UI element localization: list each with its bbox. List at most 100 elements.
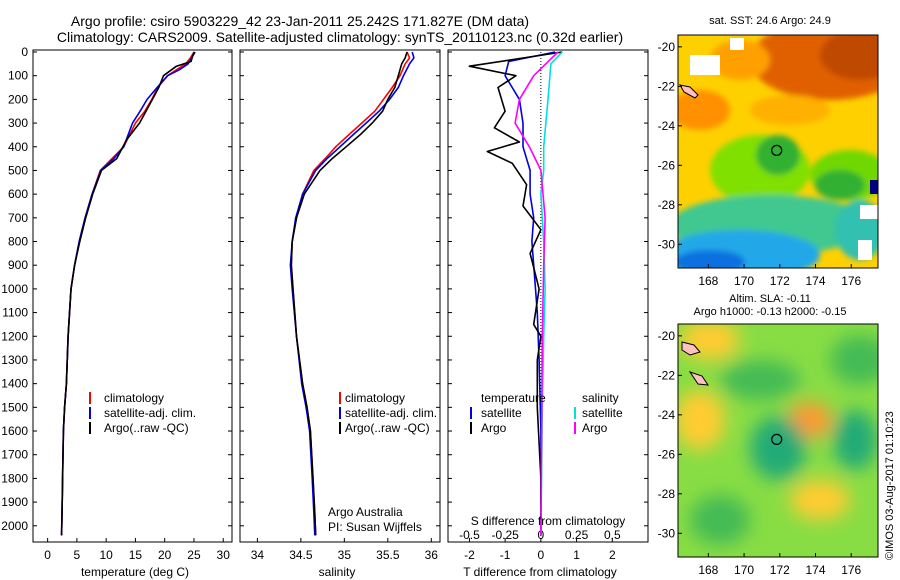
salinity-series	[289, 51, 415, 536]
pressure-tick-label: 1700	[1, 448, 28, 462]
pressure-tick-label: 2000	[1, 519, 28, 533]
legend-label-t-argo: Argo	[481, 421, 507, 435]
island-shape	[681, 341, 701, 356]
legend-label-argo: Argo(..raw -QC)	[104, 421, 189, 435]
map-x-tick-label: 174	[805, 563, 825, 577]
map-y-tick-label: -22	[658, 368, 676, 382]
sla-low-region	[833, 410, 877, 470]
map-y-tick-label: -28	[658, 198, 676, 212]
map-x-tick-label: 172	[770, 563, 790, 577]
legend-label-satellite: satellite-adj. clim.	[345, 406, 437, 420]
legend-label-satellite: satellite-adj. clim.	[104, 406, 196, 420]
annotation-pi-name: PI: Susan Wijffels	[328, 520, 422, 534]
pressure-tick-label: 1100	[2, 306, 28, 320]
pressure-tick-label: 200	[8, 92, 28, 106]
x-tick-label: 35.5	[376, 548, 400, 562]
temperature-axis-label: temperature (deg C)	[81, 565, 189, 579]
map-x-tick-label: 176	[841, 563, 861, 577]
island-shape	[688, 371, 710, 386]
sla-map-axes: 168 170 172 174 176 -20 -22 -24 -26 -28 -30	[658, 329, 862, 577]
legend-heading-temperature: temperature	[481, 391, 546, 405]
legend-label-climatology: climatology	[104, 391, 164, 405]
pressure-tick-label: 600	[8, 187, 28, 201]
x-tick-label: 0	[538, 548, 545, 562]
sst-cold-region	[678, 250, 745, 268]
x-tick-label: 15	[129, 548, 143, 562]
salinity-legend: climatology satellite-adj. clim. Argo(..…	[328, 391, 437, 534]
legend-label-argo: Argo(..raw -QC)	[345, 421, 430, 435]
map-y-tick-label: -28	[658, 487, 676, 501]
sst-missing-data	[860, 205, 878, 219]
temperature-series	[60, 51, 196, 536]
argo-location-marker	[771, 144, 783, 156]
pressure-tick-label: 800	[8, 235, 28, 249]
sla-low-region	[690, 495, 750, 545]
sla-map-frame	[677, 323, 879, 558]
legend-heading-salinity: salinity	[582, 391, 619, 405]
pressure-tick-label: 900	[8, 258, 28, 272]
map-x-tick-label: 168	[698, 563, 718, 577]
map-x-tick-label: 172	[770, 274, 790, 288]
x-tick-label: 0.5	[604, 528, 621, 542]
map-y-tick-label: -20	[658, 40, 676, 54]
map-y-tick-label: -30	[658, 237, 676, 251]
s-difference-axis-label: S difference from climatology	[471, 514, 626, 528]
sst-orange-region	[710, 40, 770, 80]
sla-low-region	[830, 335, 878, 385]
pressure-tick-label: 700	[8, 211, 28, 225]
annotation-argo-australia: Argo Australia	[328, 505, 403, 519]
figure-title-line2: Climatology: CARS2009. Satellite-adjuste…	[57, 29, 623, 45]
series-line-satellite-adj-clim-	[289, 51, 415, 536]
map-x-tick-label: 170	[734, 563, 754, 577]
sla-high-region	[678, 390, 725, 450]
x-tick-label: 35	[338, 548, 352, 562]
sla-map-title: Altim. SLA: -0.11	[729, 293, 811, 305]
t-difference-axis-label: T difference from climatology	[463, 565, 617, 579]
salinity-panel-frame	[239, 49, 441, 543]
map-x-tick-label: 170	[734, 274, 754, 288]
sst-dark-green-region	[815, 170, 865, 200]
sst-map-title: sat. SST: 24.6 Argo: 24.9	[709, 15, 831, 27]
sla-high-region	[790, 480, 850, 520]
map-x-tick-label: 176	[841, 274, 861, 288]
x-tick-label: -1	[500, 548, 511, 562]
pressure-tick-label: 500	[8, 163, 28, 177]
pressure-tick-label: 1400	[1, 377, 28, 391]
map-y-tick-label: -30	[658, 526, 676, 540]
pressure-tick-label: 0	[21, 45, 28, 59]
map-y-tick-label: -26	[658, 447, 676, 461]
difference-panel-frame	[447, 49, 649, 543]
x-tick-label: 34.5	[289, 548, 313, 562]
sla-field-blobs	[678, 324, 878, 545]
sst-orange-region	[750, 95, 830, 125]
series-line-t-satellite	[504, 51, 556, 536]
island-shape	[679, 84, 699, 99]
x-tick-label: 25	[187, 548, 201, 562]
series-line-argo-raw-qc-	[60, 51, 196, 536]
imos-timestamp: ©IMOS 03-Aug-2017 01:10:23	[884, 411, 896, 560]
x-tick-label: -0.25	[491, 528, 519, 542]
temperature-legend: climatology satellite-adj. clim. Argo(..…	[89, 391, 196, 435]
pressure-tick-label: 1900	[1, 495, 28, 509]
x-tick-label: -2	[464, 548, 475, 562]
x-tick-label: 0.25	[565, 528, 589, 542]
series-line-t-argo	[468, 51, 563, 536]
x-tick-label: 1	[573, 548, 580, 562]
argo-location-marker	[771, 433, 783, 445]
series-line-argo-raw-qc-	[290, 51, 408, 536]
x-tick-label: 30	[217, 548, 231, 562]
sst-land-mask	[870, 180, 878, 194]
pressure-axis: 0 100 200 300 400 500 600 700 800 900 1000 1100 1200…	[1, 45, 648, 533]
salinity-x-axis: 34 34.5 35 35.5 36	[251, 538, 439, 562]
x-tick-label: 0	[44, 548, 51, 562]
sla-low-region	[750, 416, 806, 480]
pressure-tick-label: 1200	[1, 329, 28, 343]
sst-field-blobs	[678, 35, 878, 268]
difference-legend: temperature satellite Argo salinity sate…	[470, 391, 626, 528]
x-tick-label: 36	[425, 548, 439, 562]
pressure-tick-label: 1500	[1, 400, 28, 414]
series-line-s-argo	[514, 51, 559, 536]
x-tick-label: 20	[158, 548, 172, 562]
pressure-tick-label: 300	[8, 116, 28, 130]
sst-missing-data	[730, 38, 744, 50]
